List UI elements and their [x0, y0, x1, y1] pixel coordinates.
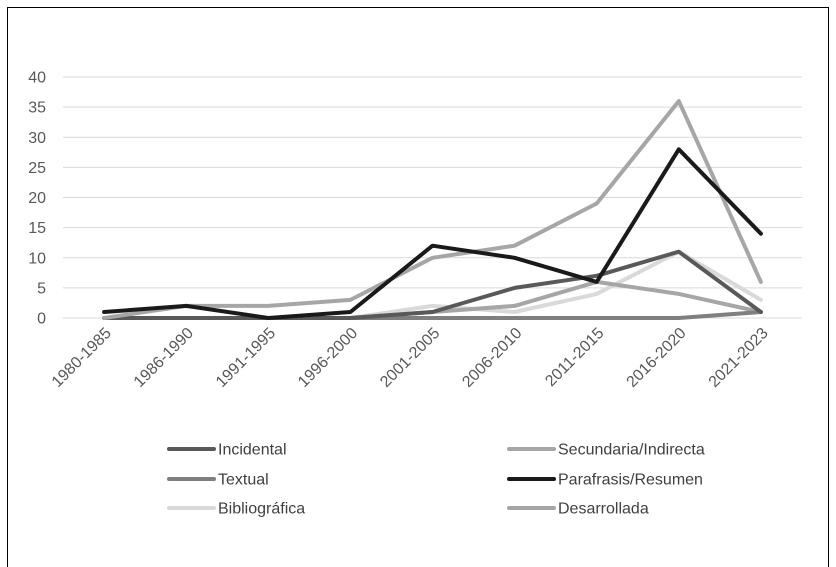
x-tick-label: 2011-2015	[542, 325, 607, 390]
series-line-incidental	[102, 249, 763, 320]
legend-label: Desarrollada	[558, 501, 649, 518]
series-line-secundaria-indirecta	[102, 99, 763, 320]
y-tick-label: 30	[28, 130, 46, 147]
y-tick-label: 0	[37, 311, 46, 328]
x-tick-label: 2021-2023	[706, 325, 772, 391]
legend-label: Secundaria/Indirecta	[558, 442, 705, 459]
y-tick-label: 15	[28, 220, 46, 237]
y-tick-label: 40	[28, 70, 46, 87]
gridlines	[63, 76, 802, 319]
y-tick-label: 10	[28, 250, 46, 267]
x-tick-label: 1980-1985	[49, 325, 115, 391]
legend-label: Parafrasis/Resumen	[558, 472, 703, 489]
x-tick-label: 1986-1990	[131, 325, 197, 391]
x-tick-label: 1996-2000	[295, 325, 361, 391]
chart-frame	[7, 7, 829, 567]
legend-label: Bibliográfica	[218, 501, 305, 518]
series-lines	[102, 99, 763, 320]
y-tick-label: 20	[28, 190, 46, 207]
x-tick-label: 2001-2005	[377, 325, 443, 391]
y-axis-ticks: 0 5 10 15 20 25 30 35 40	[28, 70, 46, 328]
y-tick-label: 35	[28, 100, 46, 117]
x-axis-ticks: 1980-1985 1986-1990 1991-1995 1996-2000 2001…	[49, 325, 772, 391]
y-tick-label: 5	[37, 280, 46, 297]
x-tick-label: 2006-2010	[459, 325, 525, 391]
legend: Incidental Secundaria/Indirecta Textual Par…	[167, 442, 705, 518]
y-tick-label: 25	[28, 160, 46, 177]
legend-label: Incidental	[218, 442, 287, 459]
x-tick-label: 2016-2020	[624, 325, 690, 391]
legend-label: Textual	[218, 472, 269, 489]
series-line-parafrasis-resumen	[102, 147, 763, 320]
x-tick-label: 1991-1995	[213, 325, 279, 391]
